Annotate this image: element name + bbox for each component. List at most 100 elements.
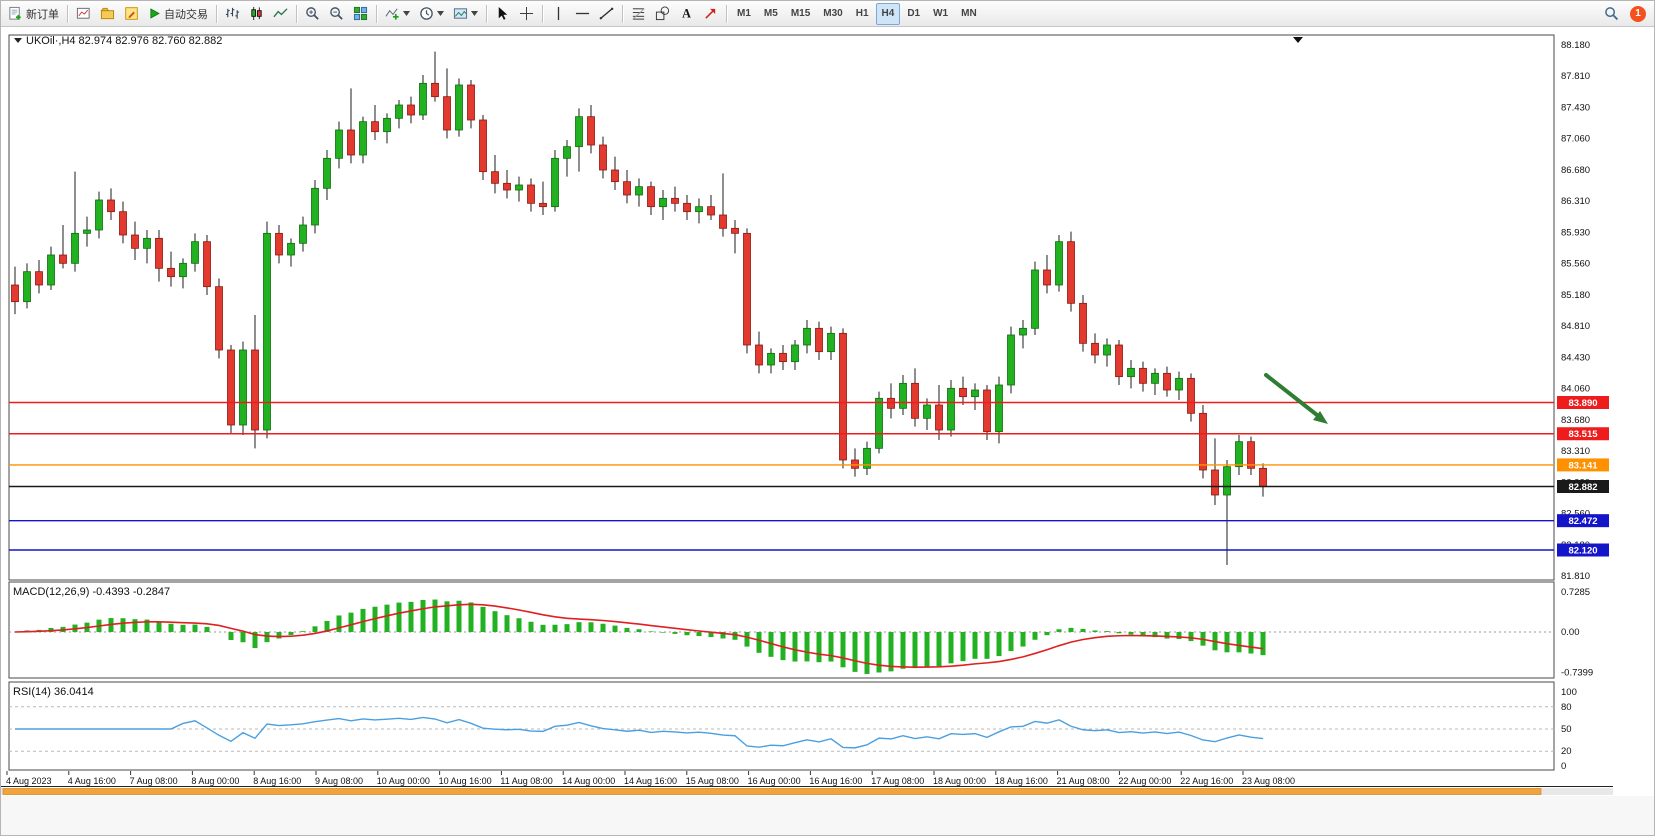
candle-body: [275, 232, 283, 256]
tile-windows-button[interactable]: [349, 3, 372, 25]
time-axis-label: 10 Aug 00:00: [377, 776, 430, 786]
price-tag-label: 83.890: [1568, 398, 1597, 409]
candle-body: [947, 387, 955, 431]
candle-body: [551, 157, 559, 208]
candle-body: [179, 262, 187, 278]
indicators-button[interactable]: [381, 3, 414, 25]
search-icon: [1604, 6, 1619, 21]
timeframe-m30-label: M30: [823, 8, 843, 19]
time-axis-label: 18 Aug 16:00: [995, 776, 1048, 786]
time-axis-label: 4 Aug 16:00: [68, 776, 116, 786]
zoom-in-button[interactable]: [301, 3, 324, 25]
shapes-icon: [655, 6, 670, 21]
autotrading-button[interactable]: 自动交易: [144, 3, 212, 25]
candle-body: [995, 384, 1003, 433]
notification-badge[interactable]: 1: [1630, 5, 1646, 22]
new-chart-button[interactable]: [72, 3, 95, 25]
candle-body: [347, 129, 355, 156]
timeframe-mn-button[interactable]: MN: [955, 3, 983, 25]
price-axis-label: 84.810: [1561, 321, 1590, 332]
candle-body: [659, 197, 667, 208]
search-button[interactable]: [1600, 3, 1623, 25]
time-axis-label: 4 Aug 2023: [6, 776, 52, 786]
candle-body: [1115, 344, 1123, 378]
candle-body: [119, 211, 127, 236]
candle-body: [323, 157, 331, 189]
chart-menu-icon[interactable]: [14, 38, 22, 43]
timeframe-m5-button[interactable]: M5: [758, 3, 784, 25]
profiles-icon: [100, 6, 115, 21]
candle-body: [1031, 269, 1039, 329]
timeframe-w1-button[interactable]: W1: [927, 3, 954, 25]
timeframe-m15-button[interactable]: M15: [785, 3, 816, 25]
drawn-arrow-head[interactable]: [1313, 411, 1328, 424]
cursor-button[interactable]: [491, 3, 514, 25]
new-order-button[interactable]: 新订单: [4, 3, 63, 25]
timeframe-h4-button[interactable]: H4: [875, 2, 901, 25]
price-axis-label: 86.680: [1561, 165, 1590, 176]
chart-candles-button[interactable]: [245, 3, 268, 25]
time-axis-label: 14 Aug 00:00: [562, 776, 615, 786]
vertical-line-button[interactable]: [547, 3, 570, 25]
candle-body: [23, 271, 31, 303]
metaeditor-button[interactable]: [120, 3, 143, 25]
h-scrollbar-thumb[interactable]: [2, 788, 1542, 795]
candle-body: [1151, 372, 1159, 384]
text-label-button[interactable]: A: [675, 3, 698, 25]
candle-body: [923, 404, 931, 419]
candle-body: [587, 116, 595, 146]
trendline-button[interactable]: [595, 3, 618, 25]
candle-body: [47, 254, 55, 286]
crosshair-button[interactable]: [515, 3, 538, 25]
toolbar-separator: [622, 4, 623, 23]
rsi-axis-label: 0: [1561, 761, 1566, 772]
shapes-button[interactable]: [651, 3, 674, 25]
new-order-icon: [8, 6, 23, 21]
candle-body: [983, 389, 991, 433]
chart-shift-marker[interactable]: [1293, 37, 1303, 43]
time-axis-label: 9 Aug 08:00: [315, 776, 363, 786]
zoom-out-button[interactable]: [325, 3, 348, 25]
toolbar-separator: [542, 4, 543, 23]
candle-body: [455, 84, 463, 131]
rsi-label: RSI(14) 36.0414: [13, 686, 94, 698]
crosshair-icon: [519, 6, 534, 21]
candle-body: [695, 206, 703, 213]
arrows-button[interactable]: [699, 3, 722, 25]
profiles-button[interactable]: [96, 3, 119, 25]
price-axis-label: 85.560: [1561, 258, 1590, 269]
toolbar-separator: [296, 4, 297, 23]
periods-button[interactable]: [415, 3, 448, 25]
rsi-axis-label: 50: [1561, 724, 1572, 735]
drawn-arrow[interactable]: [1264, 373, 1319, 417]
timeframe-m30-button[interactable]: M30: [817, 3, 848, 25]
metaeditor-icon: [124, 6, 139, 21]
time-axis-label: 7 Aug 08:00: [130, 776, 178, 786]
candlestick-chart[interactable]: 88.180 87.810 87.430 87.060 86.680 86.310 85.9…: [1, 27, 1655, 836]
candle-body: [827, 332, 835, 353]
candle-body: [575, 116, 583, 148]
timeframe-d1-label: D1: [907, 8, 921, 19]
candle-body: [395, 104, 403, 119]
timeframe-h1-button[interactable]: H1: [850, 3, 875, 25]
fibonacci-button[interactable]: [627, 3, 650, 25]
toolbar-separator: [486, 4, 487, 23]
horizontal-line-button[interactable]: [571, 3, 594, 25]
chart-line-button[interactable]: [269, 3, 292, 25]
candle-body: [743, 232, 751, 346]
candle-body: [383, 117, 391, 133]
time-axis-label: 21 Aug 08:00: [1057, 776, 1110, 786]
time-axis-label: 23 Aug 08:00: [1242, 776, 1295, 786]
chart-area[interactable]: 88.180 87.810 87.430 87.060 86.680 86.310 85.9…: [1, 27, 1655, 836]
candle-body: [875, 397, 883, 449]
price-tag: [1557, 395, 1609, 409]
timeframe-d1-button[interactable]: D1: [901, 3, 926, 25]
candle-body: [1223, 466, 1231, 496]
chart-bars-button[interactable]: [221, 3, 244, 25]
time-axis-label: 11 Aug 08:00: [500, 776, 552, 786]
candle-body: [1067, 241, 1075, 304]
timeframe-m1-button[interactable]: M1: [731, 3, 757, 25]
templates-button[interactable]: [449, 3, 482, 25]
candle-body: [299, 224, 307, 244]
new-chart-icon: [76, 6, 91, 21]
